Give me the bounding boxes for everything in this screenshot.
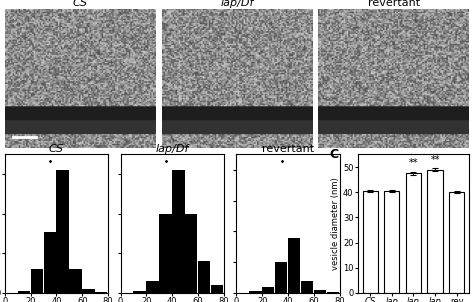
Bar xyxy=(95,292,108,293)
Bar xyxy=(428,169,443,293)
Bar xyxy=(249,291,262,293)
Bar xyxy=(134,291,146,293)
Bar xyxy=(449,192,464,293)
Bar xyxy=(384,191,400,293)
Bar xyxy=(82,289,94,293)
Y-axis label: vesicle diameter (nm): vesicle diameter (nm) xyxy=(331,177,340,270)
Bar xyxy=(185,214,198,293)
Title: revertant: revertant xyxy=(262,144,314,154)
Bar xyxy=(198,261,210,293)
Bar xyxy=(44,232,56,293)
Bar xyxy=(262,287,274,293)
Bar xyxy=(406,173,421,293)
Bar xyxy=(363,191,378,293)
Bar xyxy=(288,238,301,293)
Bar xyxy=(56,170,69,293)
Bar xyxy=(211,285,223,293)
Bar xyxy=(301,281,313,293)
Title: CS: CS xyxy=(49,144,64,154)
Bar xyxy=(31,269,43,293)
Bar xyxy=(275,262,287,293)
Bar xyxy=(172,170,184,293)
Title: lap/Df: lap/Df xyxy=(155,144,189,154)
Title: revertant: revertant xyxy=(368,0,420,8)
Bar xyxy=(69,269,82,293)
Text: C: C xyxy=(330,148,339,161)
Text: **: ** xyxy=(409,158,418,168)
Bar xyxy=(327,292,339,293)
Text: **: ** xyxy=(430,155,440,165)
Title: lap/Df: lap/Df xyxy=(220,0,254,8)
Bar xyxy=(18,291,30,293)
Bar xyxy=(146,281,159,293)
Title: CS: CS xyxy=(73,0,88,8)
Bar xyxy=(159,214,172,293)
Bar xyxy=(314,291,326,293)
